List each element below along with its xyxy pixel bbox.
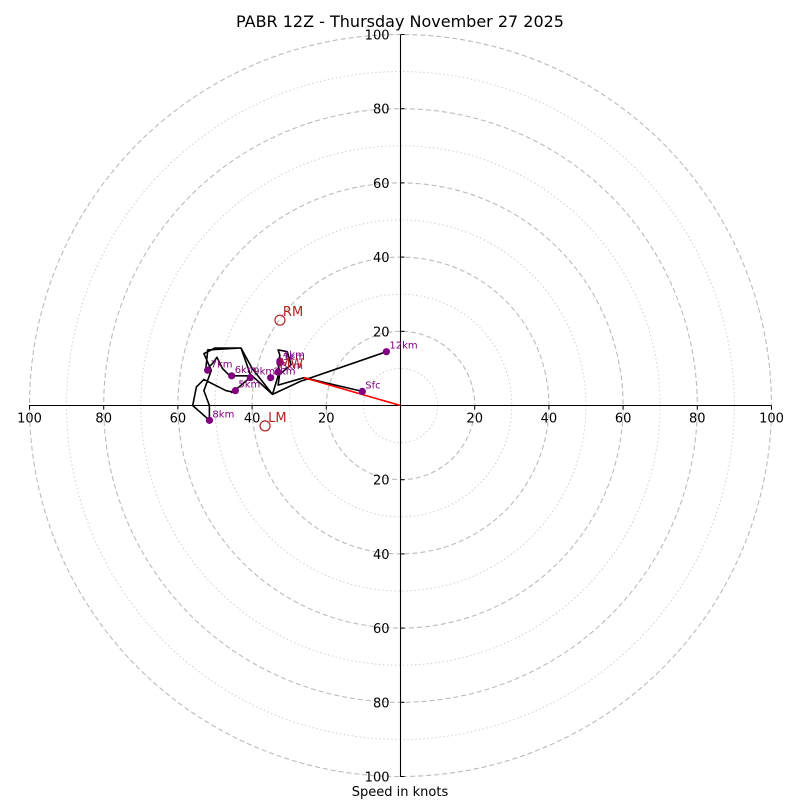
height-label-8km: 8km [212,409,234,420]
x-tick-label-4: 20 [318,412,335,427]
height-label-4km: 4km [283,350,305,361]
x-tick-label-9: 100 [759,412,784,427]
storm-marker-RM [274,314,286,326]
storm-marker-LM [259,420,271,432]
x-tick-label-3: 40 [244,412,261,427]
height-label-6km: 6km [235,365,257,376]
chart-title: PABR 12Z - Thursday November 27 2025 [236,12,564,31]
height-label-5km: 5km [238,380,260,391]
storm-label-LM: LM [268,411,286,426]
y-tick-label-9: 100 [365,29,390,44]
y-tick-label-1: 80 [373,696,390,711]
height-label-1km: 1km [283,352,305,363]
y-tick-label-4: 20 [373,474,390,489]
tick-labels: 100 100 80 80 60 60 40 40 20 20 20 20 40 40 60 60 80 80 10… [17,29,784,786]
storm-label-MW: MW [279,357,303,372]
y-tick-label-5: 20 [373,325,390,340]
shear-vector [303,376,401,407]
storm-label-RM: RM [283,305,303,320]
shear-vector-line [303,376,401,407]
height-point-4km [276,357,284,365]
height-label-3km: 3km [281,361,303,372]
x-tick-label-5: 20 [466,412,483,427]
height-point-Sfc [358,387,366,396]
hodograph-line [191,347,387,422]
y-tick-label-0: 100 [365,771,390,786]
height-label-7km: 7km [211,359,233,370]
storm-motion-markers: RM LM MW [259,305,303,432]
x-tick-label-8: 80 [689,412,706,427]
x-tick-label-2: 60 [170,412,187,427]
y-tick-label-7: 60 [373,177,390,192]
y-tick-label-8: 80 [373,103,390,118]
height-point-12km [382,348,391,356]
height-label-Sfc: Sfc [365,380,380,391]
height-label-2km: 2km [274,367,296,378]
hodograph-trace [191,347,387,422]
x-tick-label-6: 40 [541,412,558,427]
height-label-9km: 9km [253,367,275,378]
x-tick-label-7: 60 [615,412,632,427]
x-tick-label-0: 100 [17,412,42,427]
x-axis-label: Speed in knots [352,785,449,800]
y-tick-label-3: 40 [373,548,390,563]
y-tick-label-2: 60 [373,622,390,637]
height-point-3km [274,368,282,376]
height-point-8km [205,416,214,424]
x-tick-label-1: 80 [95,412,112,427]
height-label-12km: 12km [389,341,417,352]
height-point-2km [267,374,275,382]
height-point-5km [231,387,240,395]
height-point-9km [246,374,254,382]
height-point-6km [228,372,236,380]
height-point-7km [203,366,212,374]
y-tick-label-6: 40 [373,251,390,266]
